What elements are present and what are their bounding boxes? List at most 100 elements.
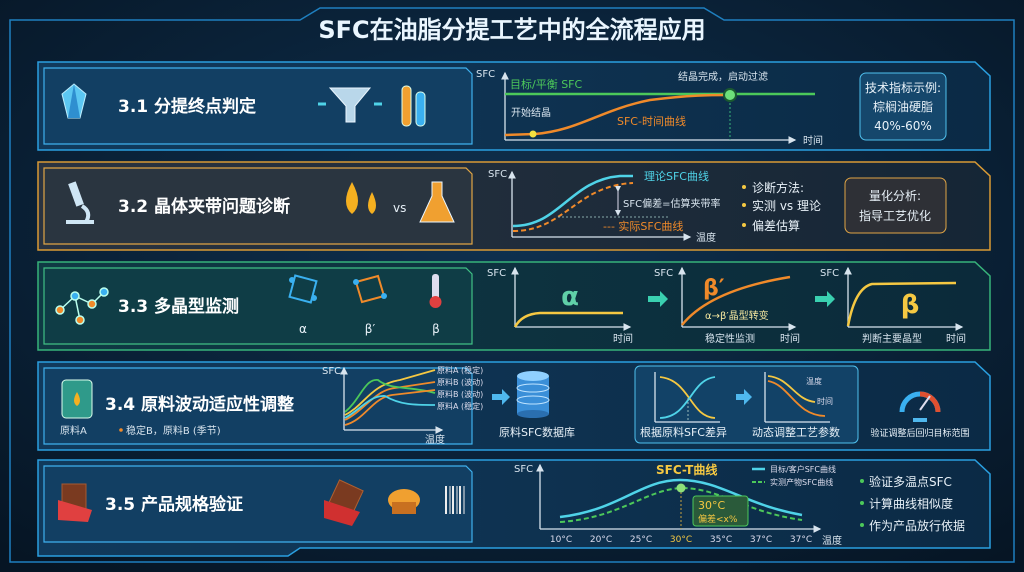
info-box: 技术指标示例: 棕榈油硬脂 40%-60% — [859, 72, 947, 141]
legend-item: 原料A (稳定) — [437, 365, 483, 375]
target-label: 目标/平衡 SFC — [510, 77, 583, 91]
sfc-t-chart: SFC 温度 SFC-T曲线 30°C 偏差<x% 10°C 20°C 25°C… — [514, 462, 842, 547]
row-subtitle: 稳定B，原料B (季节) — [126, 424, 221, 437]
row-3-3: 3.3 多晶型监测 α β′ β SFC 时间 α SFC 时间 β′ α→β′… — [37, 261, 991, 351]
tick-label: 25°C — [630, 535, 652, 545]
row-3-4: 原料A 3.4 原料波动适应性调整 稳定B，原料B (季节) SFC 温度 原料… — [37, 361, 991, 451]
theory-label: 理论SFC曲线 — [644, 169, 709, 183]
beta-prime-crystal-icon — [353, 274, 387, 304]
form-symbol: β′ — [703, 276, 725, 301]
x-axis-label: 时间 — [946, 332, 966, 345]
bullet: 验证多温点SFC — [869, 474, 952, 489]
callout-box — [692, 495, 749, 527]
callout-deviation: 偏差<x% — [698, 513, 738, 525]
param-tag: 温度 — [806, 376, 822, 386]
info-line: 指导工艺优化 — [859, 208, 931, 223]
thermometer-icon — [429, 274, 442, 308]
tick-label: 20°C — [590, 535, 612, 545]
barcode-icon — [445, 486, 465, 514]
arrow-icon — [815, 291, 835, 307]
row-3-1: 3.1 分提终点判定 SFC 时间 目标/平衡 SFC SFC-时间曲线 开始结… — [37, 61, 991, 151]
gauge-icon — [899, 391, 941, 422]
alpha-chart: SFC 时间 α — [487, 266, 633, 345]
arrow-icon — [648, 291, 668, 307]
form-label: β — [432, 322, 440, 336]
chocolate-icon — [324, 479, 364, 526]
form-label: β′ — [365, 322, 376, 336]
chart-title: SFC-T曲线 — [656, 462, 717, 477]
info-line: 技术指标示例: — [865, 80, 941, 95]
x-axis-label: 时间 — [613, 332, 633, 345]
oil-canister-icon — [61, 379, 93, 419]
start-point — [529, 130, 537, 138]
end-point — [723, 88, 737, 102]
end-label: 结晶完成，启动过滤 — [678, 70, 768, 83]
transition-note: α→β′晶型转变 — [705, 309, 769, 322]
tick-label: 35°C — [710, 535, 732, 545]
x-axis-label: 温度 — [425, 433, 445, 446]
chart-caption: 判断主要晶型 — [862, 332, 922, 345]
database-icon — [516, 371, 550, 418]
tick-label: 10°C — [550, 535, 572, 545]
bullet: 偏差估算 — [752, 218, 800, 233]
actual-curve — [512, 182, 634, 232]
step-label: 动态调整工艺参数 — [752, 425, 840, 439]
tick-label: 37°C — [750, 535, 772, 545]
row-3-2: 3.2 晶体夹带问题诊断 vs SFC 温度 理论SFC曲线 SFC偏差=估算夹… — [37, 161, 991, 251]
diagnosis-bullets: 诊断方法: 实测 vs 理论 偏差估算 — [742, 180, 821, 233]
start-label: 开始结晶 — [511, 106, 551, 119]
row-3-1-title-panel — [43, 67, 473, 145]
y-axis-label: SFC — [322, 366, 341, 377]
gauge-label: 验证调整后回归目标范围 — [870, 427, 969, 439]
tick-label: 37°C — [790, 535, 812, 545]
y-axis-label: SFC — [820, 268, 839, 279]
y-axis-label: SFC — [476, 69, 495, 80]
page-title: SFC在油脂分提工艺中的全流程应用 — [318, 16, 705, 44]
bullet: 作为产品放行依据 — [869, 518, 965, 533]
arrow-icon — [492, 389, 510, 405]
crystal-icon — [61, 83, 87, 119]
actual-label: --- 实际SFC曲线 — [603, 219, 683, 233]
info-line: 40%-60% — [874, 119, 932, 133]
arrow-icon — [736, 389, 752, 405]
x-axis-label: 时间 — [803, 134, 823, 147]
info-line: 棕榈油硬脂 — [873, 99, 933, 114]
bullet: 计算曲线相似度 — [869, 496, 953, 511]
database-label: 原料SFC数据库 — [499, 425, 575, 439]
raw-material-sfc-chart: SFC 温度 原料A (稳定) 原料B (波动) 原料B (波动) 原料A (稳… — [322, 365, 483, 446]
form-label: α — [299, 322, 307, 336]
beta-prime-chart: SFC 时间 β′ α→β′晶型转变 稳定性监测 — [654, 266, 800, 345]
sfc-temperature-diagnosis-chart: SFC 温度 理论SFC曲线 SFC偏差=估算夹带率 --- 实际SFC曲线 — [488, 169, 720, 244]
form-symbol: α — [561, 282, 579, 312]
molecule-icon — [55, 287, 109, 325]
info-line: 量化分析: — [869, 189, 921, 203]
verification-bullets: 验证多温点SFC 计算曲线相似度 作为产品放行依据 — [860, 474, 965, 533]
row-3-5: 3.5 产品规格验证 SFC 温度 SFC-T曲线 30°C 偏差<x% 10°… — [37, 459, 991, 557]
outer-frame — [9, 7, 1015, 563]
sfc-time-curve — [504, 93, 731, 137]
x-tick-labels: 10°C 20°C 25°C 30°C 35°C 37°C 37°C — [550, 535, 812, 545]
bullet: 实测 vs 理论 — [752, 198, 821, 213]
form-symbol: β — [901, 290, 920, 320]
legend-item: 目标/客户SFC曲线 — [770, 464, 836, 474]
x-axis-label: 温度 — [822, 534, 842, 547]
flask-icon — [419, 181, 455, 223]
bullet: 诊断方法: — [752, 180, 804, 195]
microscope-icon — [66, 181, 94, 224]
funnel-icon — [318, 87, 382, 123]
y-axis-label: SFC — [487, 268, 506, 279]
icon-caption: 原料A — [60, 424, 87, 437]
adjustment-panel: 根据原料SFC差异 温度 时间 动态调整工艺参数 — [634, 365, 859, 444]
sfc-time-chart: SFC 时间 目标/平衡 SFC SFC-时间曲线 开始结晶 结晶完成，启动过滤 — [476, 69, 823, 147]
chocolate-bar-icon — [58, 483, 92, 522]
row-title: 3.2 晶体夹带问题诊断 — [118, 196, 290, 217]
legend-item: 原料A (稳定) — [437, 401, 483, 411]
test-tubes-icon — [401, 85, 426, 127]
curve-label: SFC-时间曲线 — [617, 114, 686, 128]
info-box: 量化分析: 指导工艺优化 — [844, 177, 947, 234]
theory-curve — [512, 174, 633, 228]
check-point — [676, 483, 686, 493]
legend-item: 原料B (波动) — [437, 377, 483, 387]
target-curve — [559, 478, 803, 519]
